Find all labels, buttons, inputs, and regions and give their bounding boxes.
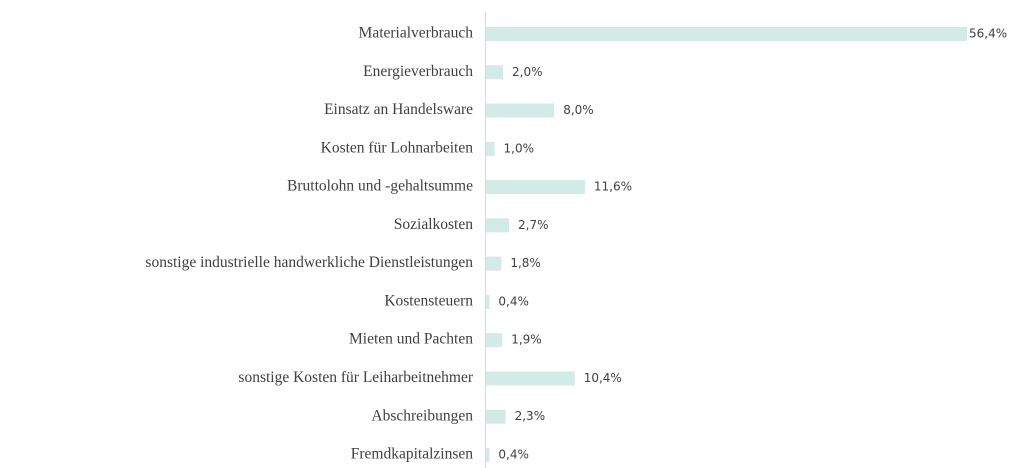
value-label: 2,3% bbox=[515, 409, 546, 423]
bar bbox=[486, 448, 490, 462]
value-label: 10,4% bbox=[584, 371, 622, 385]
value-label: 1,0% bbox=[504, 141, 535, 155]
value-label: 11,6% bbox=[594, 180, 632, 194]
category-label: sonstige Kosten für Leiharbeitnehmer bbox=[238, 369, 473, 386]
bar bbox=[486, 409, 506, 424]
bar bbox=[486, 65, 504, 80]
category-label: Energieverbrauch bbox=[363, 63, 473, 80]
bar bbox=[486, 218, 510, 233]
category-label: Mieten und Pachten bbox=[349, 331, 473, 348]
bar bbox=[486, 371, 575, 386]
category-label: Kosten für Lohnarbeiten bbox=[321, 139, 474, 156]
bar bbox=[486, 180, 585, 195]
bar bbox=[486, 333, 503, 348]
category-label: Sozialkosten bbox=[394, 216, 473, 233]
bar bbox=[486, 141, 495, 156]
category-label: Abschreibungen bbox=[371, 407, 473, 424]
category-label: Fremdkapitalzinsen bbox=[351, 446, 473, 463]
bar bbox=[486, 294, 490, 309]
category-label: Einsatz an Handelsware bbox=[324, 101, 473, 118]
bar bbox=[486, 103, 555, 118]
bar bbox=[486, 27, 967, 41]
value-label: 56,4% bbox=[969, 27, 1007, 41]
value-label: 0,4% bbox=[498, 448, 529, 462]
category-label: Materialverbrauch bbox=[359, 25, 474, 42]
value-label: 1,9% bbox=[511, 333, 541, 347]
category-label: Kostensteuern bbox=[384, 292, 473, 309]
value-label: 0,4% bbox=[498, 294, 529, 308]
bar bbox=[486, 256, 502, 271]
category-label: Bruttolohn und -gehaltsumme bbox=[287, 178, 473, 195]
value-label: 2,7% bbox=[518, 218, 549, 232]
value-label: 8,0% bbox=[563, 103, 594, 117]
value-label: 1,8% bbox=[510, 256, 541, 270]
value-label: 2,0% bbox=[512, 65, 543, 79]
category-label: sonstige industrielle handwerkliche Dien… bbox=[145, 254, 473, 271]
